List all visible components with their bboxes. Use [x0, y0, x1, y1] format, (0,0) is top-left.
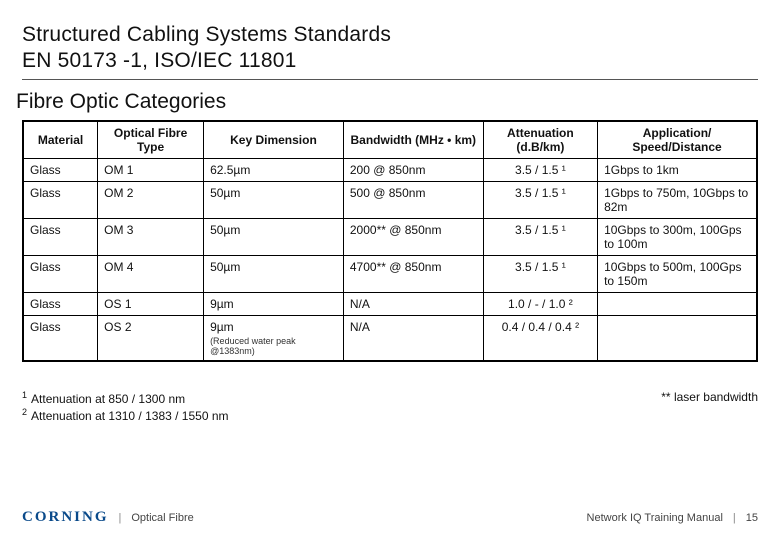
- cell-app: 1Gbps to 750m, 10Gbps to 82m: [598, 181, 757, 218]
- footer-section: Optical Fibre: [131, 512, 193, 524]
- cell-bw: N/A: [343, 315, 483, 360]
- footer-right: Network IQ Training Manual | 15: [587, 512, 758, 524]
- fibre-table: Material Optical Fibre Type Key Dimensio…: [23, 121, 757, 361]
- col-attenuation: Attenuation (d.B/km): [483, 121, 597, 158]
- cell-dim: 50µm: [204, 181, 344, 218]
- table-row: Glass OS 1 9µm N/A 1.0 / - / 1.0 ²: [24, 292, 757, 315]
- cell-app: [598, 292, 757, 315]
- cell-material: Glass: [24, 315, 98, 360]
- footnotes: 1Attenuation at 850 / 1300 nm 2Attenuati…: [22, 390, 758, 425]
- footnote-2: 2Attenuation at 1310 / 1383 / 1550 nm: [22, 407, 229, 425]
- cell-material: Glass: [24, 158, 98, 181]
- slide-footer: CORNING | Optical Fibre Network IQ Train…: [22, 509, 758, 526]
- cell-material: Glass: [24, 218, 98, 255]
- cell-dim: 9µm: [204, 292, 344, 315]
- table-row: Glass OM 3 50µm 2000** @ 850nm 3.5 / 1.5…: [24, 218, 757, 255]
- cell-material: Glass: [24, 181, 98, 218]
- cell-type: OM 1: [98, 158, 204, 181]
- subtitle: Fibre Optic Categories: [16, 90, 758, 114]
- cell-dim-note: (Reduced water peak @1383nm): [210, 336, 337, 356]
- cell-type: OM 4: [98, 255, 204, 292]
- cell-dim: 50µm: [204, 218, 344, 255]
- cell-att: 1.0 / - / 1.0 ²: [483, 292, 597, 315]
- cell-bw: 4700** @ 850nm: [343, 255, 483, 292]
- title-line-2: EN 50173 -1, ISO/IEC 11801: [22, 48, 758, 74]
- cell-bw: 500 @ 850nm: [343, 181, 483, 218]
- cell-bw: 2000** @ 850nm: [343, 218, 483, 255]
- cell-dim: 9µm (Reduced water peak @1383nm): [204, 315, 344, 360]
- cell-dim-value: 9µm: [210, 320, 234, 334]
- cell-att: 3.5 / 1.5 ¹: [483, 158, 597, 181]
- page-number: 15: [746, 512, 758, 524]
- cell-app: [598, 315, 757, 360]
- footnote-star: ** laser bandwidth: [661, 390, 758, 425]
- fibre-table-wrap: Material Optical Fibre Type Key Dimensio…: [22, 120, 758, 362]
- table-row: Glass OS 2 9µm (Reduced water peak @1383…: [24, 315, 757, 360]
- table-header-row: Material Optical Fibre Type Key Dimensio…: [24, 121, 757, 158]
- table-row: Glass OM 1 62.5µm 200 @ 850nm 3.5 / 1.5 …: [24, 158, 757, 181]
- cell-att: 3.5 / 1.5 ¹: [483, 218, 597, 255]
- slide-title: Structured Cabling Systems Standards EN …: [22, 22, 758, 75]
- cell-att: 3.5 / 1.5 ¹: [483, 181, 597, 218]
- cell-material: Glass: [24, 255, 98, 292]
- title-rule: [22, 79, 758, 80]
- cell-type: OM 3: [98, 218, 204, 255]
- divider-icon: |: [733, 512, 736, 524]
- footnote-1-text: Attenuation at 850 / 1300 nm: [31, 392, 185, 406]
- col-type: Optical Fibre Type: [98, 121, 204, 158]
- cell-type: OS 2: [98, 315, 204, 360]
- divider-icon: |: [119, 512, 122, 524]
- cell-app: 10Gbps to 500m, 100Gps to 150m: [598, 255, 757, 292]
- cell-type: OS 1: [98, 292, 204, 315]
- col-bandwidth: Bandwidth (MHz • km): [343, 121, 483, 158]
- footer-left: CORNING | Optical Fibre: [22, 509, 194, 526]
- cell-material: Glass: [24, 292, 98, 315]
- table-row: Glass OM 4 50µm 4700** @ 850nm 3.5 / 1.5…: [24, 255, 757, 292]
- footer-manual: Network IQ Training Manual: [587, 512, 723, 524]
- brand-logo: CORNING: [22, 509, 109, 526]
- footnote-1: 1Attenuation at 850 / 1300 nm: [22, 390, 229, 408]
- col-material: Material: [24, 121, 98, 158]
- table-row: Glass OM 2 50µm 500 @ 850nm 3.5 / 1.5 ¹ …: [24, 181, 757, 218]
- cell-app: 1Gbps to 1km: [598, 158, 757, 181]
- title-line-1: Structured Cabling Systems Standards: [22, 22, 758, 48]
- cell-bw: N/A: [343, 292, 483, 315]
- cell-dim: 62.5µm: [204, 158, 344, 181]
- cell-dim: 50µm: [204, 255, 344, 292]
- col-application: Application/ Speed/Distance: [598, 121, 757, 158]
- cell-att: 3.5 / 1.5 ¹: [483, 255, 597, 292]
- footnotes-left: 1Attenuation at 850 / 1300 nm 2Attenuati…: [22, 390, 229, 425]
- cell-att: 0.4 / 0.4 / 0.4 ²: [483, 315, 597, 360]
- footnote-2-text: Attenuation at 1310 / 1383 / 1550 nm: [31, 409, 228, 423]
- cell-app: 10Gbps to 300m, 100Gps to 100m: [598, 218, 757, 255]
- cell-bw: 200 @ 850nm: [343, 158, 483, 181]
- col-dimension: Key Dimension: [204, 121, 344, 158]
- cell-type: OM 2: [98, 181, 204, 218]
- table-body: Glass OM 1 62.5µm 200 @ 850nm 3.5 / 1.5 …: [24, 158, 757, 360]
